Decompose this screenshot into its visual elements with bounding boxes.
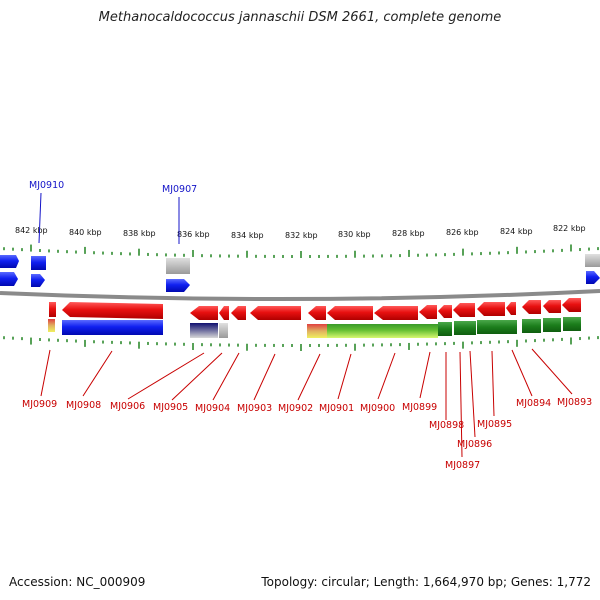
- kbp-label: 830 kbp: [338, 230, 371, 239]
- kbp-label: 824 kbp: [500, 227, 533, 236]
- gene-label-bottom: MJ0906: [110, 401, 145, 412]
- accession-text: Accession: NC_000909: [9, 575, 146, 589]
- gene-forward: [585, 254, 600, 267]
- gene-label-bottom: MJ0894: [516, 398, 551, 409]
- label-leader: [459, 351, 463, 458]
- gene-forward: [586, 271, 600, 284]
- gene-reverse: [308, 306, 326, 320]
- kbp-label: 840 kbp: [69, 228, 102, 237]
- kbp-label: 836 kbp: [177, 230, 210, 239]
- upper-tick-row: [3, 244, 599, 258]
- gene-label-bottom: MJ0899: [402, 402, 437, 413]
- label-leader: [40, 349, 51, 397]
- label-leader: [127, 352, 205, 400]
- gene-label-bottom: MJ0901: [319, 403, 354, 414]
- gene-reverse: [307, 324, 327, 338]
- gene-label-bottom: MJ0908: [66, 400, 101, 411]
- gene-reverse: [543, 300, 561, 313]
- forward-strand-genes: [0, 254, 600, 292]
- genome-summary-text: Topology: circular; Length: 1,664,970 bp…: [261, 575, 591, 589]
- gene-label-bottom: MJ0893: [557, 397, 592, 408]
- gene-label-bottom: MJ0903: [237, 403, 272, 414]
- bottom-gene-labels: [40, 348, 573, 458]
- gene-reverse: [219, 306, 229, 320]
- label-leader: [253, 353, 276, 401]
- gene-reverse: [190, 323, 218, 338]
- gene-label-bottom: MJ0900: [360, 403, 395, 414]
- label-leader: [171, 352, 223, 401]
- gene-reverse: [563, 317, 581, 331]
- gene-reverse: [327, 324, 438, 338]
- bottom-gene-label-text: MJ0909 MJ0908 MJ0906 MJ0905 MJ0904 MJ090…: [22, 397, 592, 471]
- label-leader: [491, 350, 495, 417]
- label-leader: [38, 192, 42, 244]
- gene-forward: [166, 258, 190, 274]
- gene-reverse: [477, 320, 517, 334]
- kbp-label: 842 kbp: [15, 226, 48, 235]
- gene-reverse: [454, 321, 476, 335]
- label-leader: [469, 350, 476, 438]
- gene-forward: [0, 272, 18, 286]
- reverse-strand-genes: [48, 298, 581, 338]
- genome-backbone: [0, 289, 600, 302]
- label-leader: [337, 353, 352, 400]
- gene-label-bottom: MJ0897: [445, 460, 480, 471]
- gene-reverse: [190, 306, 218, 320]
- kbp-label: 828 kbp: [392, 229, 425, 238]
- gene-reverse: [562, 298, 581, 312]
- genome-title: Methanocaldococcus jannaschii DSM 2661, …: [98, 10, 502, 25]
- gene-reverse: [453, 303, 475, 317]
- gene-reverse: [543, 318, 561, 332]
- label-leader: [419, 351, 431, 399]
- kbp-label: 838 kbp: [123, 229, 156, 238]
- gene-reverse: [250, 306, 301, 320]
- gene-label-bottom: MJ0905: [153, 402, 188, 413]
- gene-reverse: [522, 300, 541, 314]
- kbp-label: 834 kbp: [231, 231, 264, 240]
- kbp-label: 832 kbp: [285, 231, 318, 240]
- gene-reverse: [419, 305, 437, 319]
- gene-label-top: MJ0907: [162, 184, 197, 195]
- gene-label-bottom: MJ0898: [429, 420, 464, 431]
- label-leader: [531, 348, 573, 395]
- label-leader: [297, 353, 321, 401]
- label-leader: [212, 352, 240, 401]
- label-leader: [511, 349, 533, 397]
- gene-forward: [166, 279, 190, 292]
- lower-tick-row: [3, 336, 599, 351]
- gene-label-bottom: MJ0902: [278, 403, 313, 414]
- gene-label-top: MJ0910: [29, 180, 64, 191]
- top-gene-labels: MJ0910 MJ0907: [29, 180, 197, 244]
- gene-reverse: [438, 305, 452, 318]
- gene-reverse: [62, 302, 163, 319]
- gene-reverse: [506, 302, 516, 315]
- gene-reverse: [327, 306, 373, 320]
- kbp-label: 826 kbp: [446, 228, 479, 237]
- gene-forward: [31, 256, 46, 270]
- label-leader: [82, 350, 113, 397]
- gene-reverse: [438, 322, 452, 336]
- gene-forward: [0, 255, 19, 268]
- gene-reverse: [231, 306, 246, 320]
- gene-label-bottom: MJ0909: [22, 399, 57, 410]
- gene-reverse: [477, 302, 505, 316]
- gene-label-bottom: MJ0895: [477, 419, 512, 430]
- gene-label-bottom: MJ0896: [457, 439, 492, 450]
- gene-reverse: [62, 320, 163, 335]
- gene-reverse: [522, 319, 541, 333]
- label-leader: [377, 352, 396, 400]
- kbp-scale: 842 kbp 840 kbp 838 kbp 836 kbp 834 kbp …: [15, 224, 586, 240]
- kbp-label: 822 kbp: [553, 224, 586, 233]
- gene-reverse: [219, 323, 228, 338]
- gene-reverse: [49, 302, 56, 317]
- gene-label-bottom: MJ0904: [195, 403, 230, 414]
- gene-forward: [31, 274, 45, 287]
- gene-reverse: [374, 306, 418, 320]
- gene-reverse: [48, 319, 55, 332]
